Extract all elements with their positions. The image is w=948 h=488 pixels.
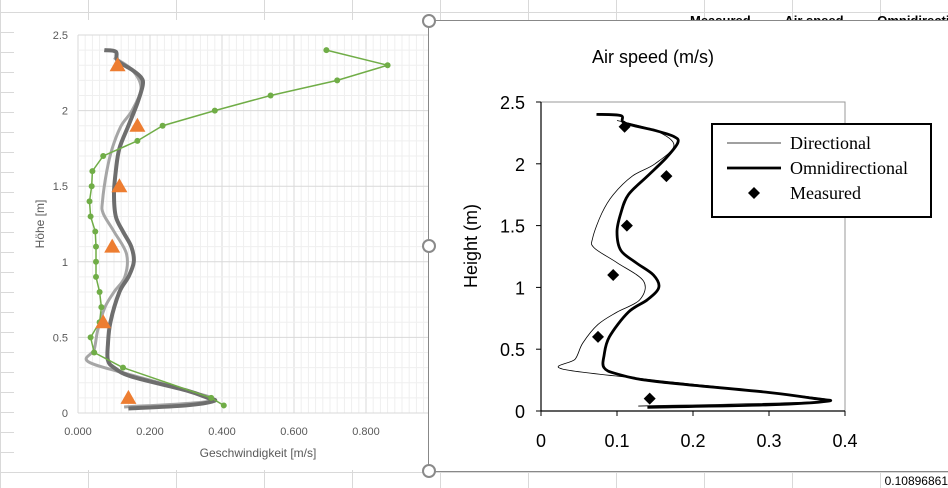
- y-tick-label: 0: [515, 402, 525, 422]
- green-data-point: [98, 304, 105, 311]
- measured-diamond-point: [660, 170, 673, 183]
- omnidirectional-line: [104, 48, 218, 411]
- green-data-point: [91, 349, 98, 356]
- legend-measured-swatch: [748, 187, 760, 199]
- green-data-point: [208, 394, 215, 401]
- measured-diamond-point: [643, 392, 656, 405]
- resize-handle-middle-left[interactable]: [422, 239, 436, 253]
- legend-box: [711, 123, 932, 218]
- green-data-point: [323, 47, 330, 54]
- header-measured[interactable]: Measured: [690, 12, 751, 20]
- green-data-point: [86, 198, 93, 205]
- green-data-point: [93, 258, 99, 265]
- green-data-point: [120, 364, 126, 371]
- green-data-point: [267, 92, 274, 99]
- y-tick-label: 1: [62, 257, 68, 269]
- y-tick-label: 2.5: [500, 93, 525, 113]
- header-air-speed[interactable]: Air speed: [784, 12, 843, 20]
- column-headers: Measured Air speed Omnidirectional: [690, 12, 948, 20]
- y-axis-title: Height (m): [461, 204, 481, 288]
- green-data-point: [211, 107, 218, 114]
- measured-diamond-point: [607, 269, 620, 282]
- measured-diamond-point: [592, 330, 604, 343]
- green-data-point: [384, 62, 391, 69]
- resize-handle-bottom-left[interactable]: [422, 464, 436, 478]
- y-axis-title: Höhe [m]: [33, 200, 47, 249]
- green-data-point: [220, 402, 227, 409]
- green-data-point: [134, 137, 141, 144]
- green-data-point: [93, 273, 99, 280]
- y-tick-label: 1.5: [500, 217, 525, 237]
- green-data-point: [87, 334, 94, 341]
- excel-chart-svg: 0.0000.2000.4000.6000.800100.511.522.5Ge…: [33, 30, 439, 460]
- y-tick-label: 0.5: [500, 340, 525, 360]
- y-tick-label: 1.5: [53, 181, 68, 193]
- header-omnidirectional[interactable]: Omnidirectional: [877, 12, 948, 20]
- legend-entry: Measured: [790, 183, 861, 203]
- y-tick-label: 2: [62, 106, 68, 118]
- cell-value[interactable]: 0.10896861: [884, 474, 948, 488]
- y-tick-label: 2: [515, 155, 525, 175]
- x-axis-title: Geschwindigkeit [m/s]: [200, 446, 317, 460]
- x-tick-label: 0.4: [832, 431, 857, 451]
- x-tick-label: 0.2: [680, 431, 705, 451]
- orange-triangle-point: [95, 314, 112, 329]
- x-tick-label: 0.800: [352, 426, 380, 438]
- green-data-point: [100, 152, 107, 159]
- y-tick-label: 2.5: [53, 30, 68, 42]
- measured-diamond-point: [620, 219, 633, 232]
- orange-triangle-point: [120, 389, 137, 404]
- y-tick-label: 1: [515, 278, 525, 298]
- green-data-point: [93, 243, 99, 250]
- x-tick-label: 0: [536, 431, 546, 451]
- green-data-point: [92, 228, 99, 235]
- omnidirectional-line: [596, 112, 833, 409]
- green-data-point: [88, 183, 95, 190]
- legend-entry: Directional: [790, 133, 871, 153]
- x-tick-label: 0.1: [604, 431, 629, 451]
- orange-triangle-point: [104, 238, 121, 253]
- green-data-point: [87, 213, 94, 220]
- y-tick-label: 0: [62, 408, 68, 420]
- resize-handle-top-left[interactable]: [422, 14, 436, 28]
- green-data-point: [159, 122, 166, 129]
- measured-diamond-point: [618, 120, 631, 133]
- excel-chart[interactable]: 0.0000.2000.4000.6000.800100.511.522.5Ge…: [14, 20, 439, 470]
- pasted-chart-image[interactable]: Air speed (m/s) 0 0.1 0.2 0.3 0.4 0 0.5 1 1.5 2 2.5…: [428, 20, 948, 472]
- green-data-point: [89, 168, 96, 175]
- x-tick-label: 0.400: [208, 426, 236, 438]
- orange-triangle-point: [109, 57, 126, 72]
- orange-triangle-point: [111, 178, 128, 193]
- chart-title: Air speed (m/s): [592, 47, 714, 67]
- x-tick-label: 0.000: [64, 426, 92, 438]
- y-tick-label: 0.5: [53, 332, 68, 344]
- x-tick-label: 0.600: [280, 426, 308, 438]
- orange-triangle-point: [129, 117, 146, 132]
- legend-entry: Omnidirectional: [790, 158, 908, 178]
- x-tick-label: 0.3: [756, 431, 781, 451]
- green-data-point: [334, 77, 341, 84]
- pasted-chart-svg: Air speed (m/s) 0 0.1 0.2 0.3 0.4 0 0.5 1 1.5 2 2.5…: [461, 47, 932, 451]
- green-data-point: [96, 289, 103, 296]
- x-tick-label: 0.200: [136, 426, 164, 438]
